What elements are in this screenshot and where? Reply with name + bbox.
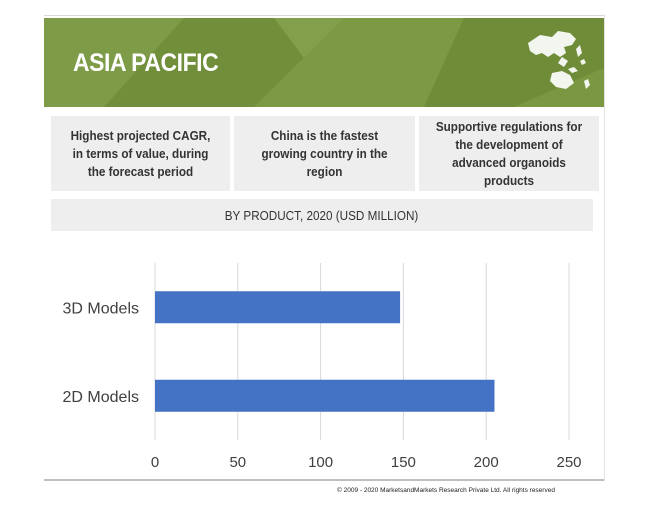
category-label: 3D Models — [63, 300, 139, 317]
x-tick-label: 50 — [229, 454, 246, 471]
highlight-regulations: Supportive regulations for the developme… — [419, 116, 599, 191]
chart-title: BY PRODUCT, 2020 (USD MILLION) — [225, 207, 419, 223]
x-tick-label: 0 — [151, 454, 159, 471]
copyright-text: © 2009 - 2020 MarketsandMarkets Research… — [337, 487, 555, 494]
highlight-regulations-text: Supportive regulations for the developme… — [435, 118, 583, 188]
highlight-cagr: Highest projected CAGR, in terms of valu… — [51, 116, 230, 191]
highlight-china: China is the fastest growing country in … — [234, 116, 415, 191]
chart-title-bar: BY PRODUCT, 2020 (USD MILLION) — [51, 199, 593, 231]
x-tick-label: 250 — [556, 454, 581, 471]
region-title: ASIA PACIFIC — [73, 49, 219, 77]
bar-chart: 0 50 100 150 200 250 3D Models 2D Models — [44, 236, 604, 481]
bar-chart-svg: 0 50 100 150 200 250 3D Models 2D Models — [63, 263, 582, 471]
highlight-cagr-text: Highest projected CAGR, in terms of valu… — [70, 127, 211, 179]
x-tick-label: 200 — [474, 454, 499, 471]
asia-pacific-map-icon — [528, 31, 590, 89]
category-label: 2D Models — [63, 389, 139, 406]
bar-3d-models — [155, 291, 401, 324]
highlight-china-text: China is the fastest growing country in … — [261, 127, 388, 179]
x-tick-label: 150 — [391, 454, 416, 471]
infographic-card: ASIA PACIFIC Highest projected CAGR, in … — [44, 15, 605, 481]
region-banner: ASIA PACIFIC — [44, 18, 604, 107]
footer-divider — [44, 479, 604, 481]
x-tick-label: 100 — [308, 454, 333, 471]
bar-2d-models — [155, 379, 495, 412]
